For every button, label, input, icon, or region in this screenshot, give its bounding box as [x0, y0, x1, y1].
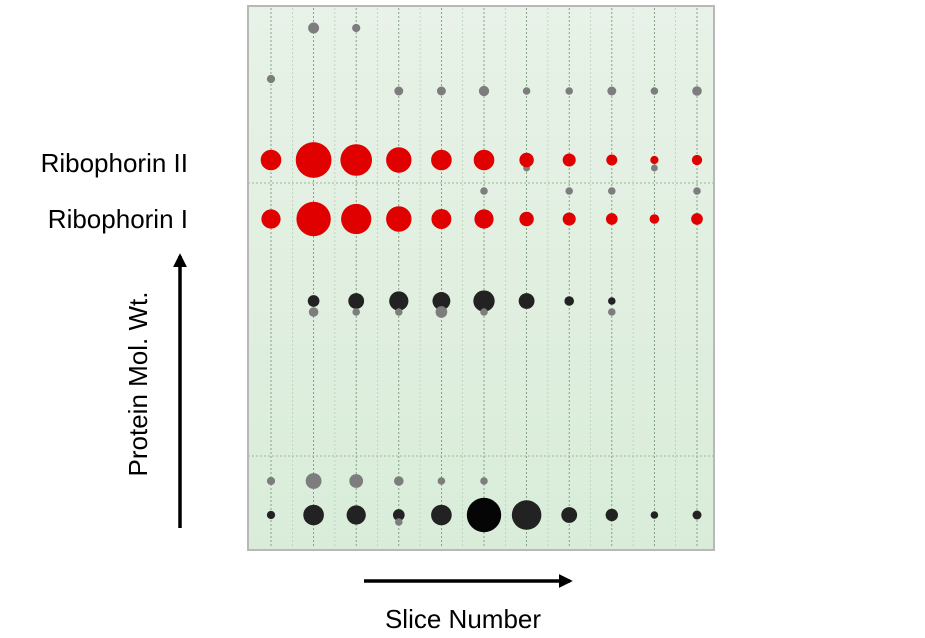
spot-r8-slice-4 — [389, 291, 409, 311]
spot-r11-slice-9 — [605, 508, 618, 522]
spot-r1-slice-3 — [352, 23, 361, 33]
spot-r11-slice-3 — [346, 505, 366, 525]
row-label-ribophorin-i: Ribophorin I — [48, 204, 188, 234]
spot-r3-slice-8 — [565, 87, 573, 95]
spot-r12-slice-4 — [395, 518, 403, 526]
spot-r6-slice-9 — [608, 187, 616, 195]
spot-r11-slice-10 — [650, 511, 659, 519]
spot-r8-slice-6 — [473, 290, 495, 312]
spot-r6-slice-8 — [565, 187, 573, 195]
spot-r10-slice-3 — [349, 474, 364, 488]
plot-frame — [247, 5, 715, 551]
spot-ribophorin-ii-slice-4 — [386, 147, 412, 173]
spot-r10-slice-6 — [480, 477, 488, 485]
spot-ribophorin-ii-slice-3 — [340, 144, 373, 176]
spot-r8-slice-2 — [307, 295, 320, 307]
spot-r10-slice-1 — [266, 476, 276, 486]
x-axis-title: Slice Number — [385, 604, 541, 634]
spot-ribophorin-ii-slice-7 — [519, 152, 534, 168]
spot-r9-slice-9 — [608, 308, 616, 316]
spot-r11-slice-8 — [561, 507, 578, 523]
spot-r8-slice-9 — [608, 297, 616, 305]
spot-ribophorin-ii-slice-11 — [691, 154, 703, 166]
spot-ribophorin-i-slice-4 — [386, 206, 412, 232]
spot-ribophorin-i-slice-6 — [474, 209, 494, 229]
spot-ribophorin-i-slice-9 — [605, 213, 618, 225]
spot-ribophorin-i-slice-3 — [341, 203, 372, 235]
y-axis-title: Protein Mol. Wt. — [123, 292, 153, 477]
spot-r3-slice-9 — [607, 86, 617, 96]
spot-ribophorin-ii-slice-1 — [260, 149, 282, 171]
spot-r8-slice-7 — [518, 293, 535, 309]
spot-ribophorin-i-slice-2 — [296, 201, 331, 237]
spot-r9-slice-3 — [352, 308, 360, 316]
plot-background — [248, 6, 714, 550]
spot-ribophorin-ii-slice-10 — [650, 155, 659, 165]
spot-r2-slice-1 — [266, 74, 276, 84]
spot-r6-slice-11 — [693, 187, 701, 195]
spot-ribophorin-i-slice-7 — [519, 211, 534, 227]
spot-r9-slice-4 — [395, 308, 403, 316]
spot-ribophorin-ii-slice-6 — [473, 149, 495, 171]
spot-ribophorin-i-slice-5 — [431, 209, 452, 229]
spot-r3-slice-10 — [650, 87, 659, 95]
spot-r10-slice-2 — [305, 473, 322, 489]
spot-r11-slice-11 — [692, 510, 702, 520]
spot-ribophorin-ii-slice-2 — [295, 142, 332, 178]
spot-r3-slice-6 — [478, 85, 490, 97]
spots — [260, 22, 703, 533]
spot-r3-slice-5 — [436, 86, 446, 96]
spot-r3-slice-7 — [522, 87, 531, 95]
spot-ribophorin-i-slice-10 — [649, 214, 660, 224]
spot-r9-slice-6 — [480, 308, 488, 316]
spot-ribophorin-ii-slice-8 — [562, 153, 576, 167]
spot-r1-slice-2 — [308, 22, 320, 34]
spot-r10-slice-5 — [437, 477, 446, 485]
spot-ribophorin-ii-slice-9 — [606, 154, 618, 166]
spot-ribophorin-i-slice-8 — [562, 212, 576, 226]
spot-r9-slice-5 — [435, 306, 448, 318]
spot-r11-slice-6 — [466, 497, 502, 533]
spot-ribophorin-ii-slice-5 — [431, 149, 452, 171]
spot-r10-slice-4 — [393, 476, 404, 486]
spot-r8-slice-3 — [348, 293, 365, 309]
spot-r11-slice-1 — [266, 510, 276, 520]
row-label-ribophorin-ii: Ribophorin II — [41, 148, 188, 178]
spot-ribophorin-i-slice-1 — [261, 209, 281, 229]
lane-gridlines — [270, 8, 698, 548]
spot-r3-slice-11 — [692, 86, 702, 96]
spot-r5-slice-10 — [650, 164, 658, 172]
spot-r6-slice-6 — [480, 187, 488, 195]
spot-ribophorin-i-slice-11 — [691, 213, 703, 225]
spot-r11-slice-4 — [392, 509, 405, 521]
spot-r8-slice-8 — [564, 296, 575, 306]
spot-r11-slice-5 — [431, 504, 452, 526]
spot-r3-slice-4 — [394, 86, 404, 96]
spot-r11-slice-7 — [511, 500, 542, 530]
spot-r8-slice-5 — [432, 292, 451, 310]
spot-r9-slice-2 — [308, 307, 319, 317]
spot-r11-slice-2 — [303, 504, 324, 526]
